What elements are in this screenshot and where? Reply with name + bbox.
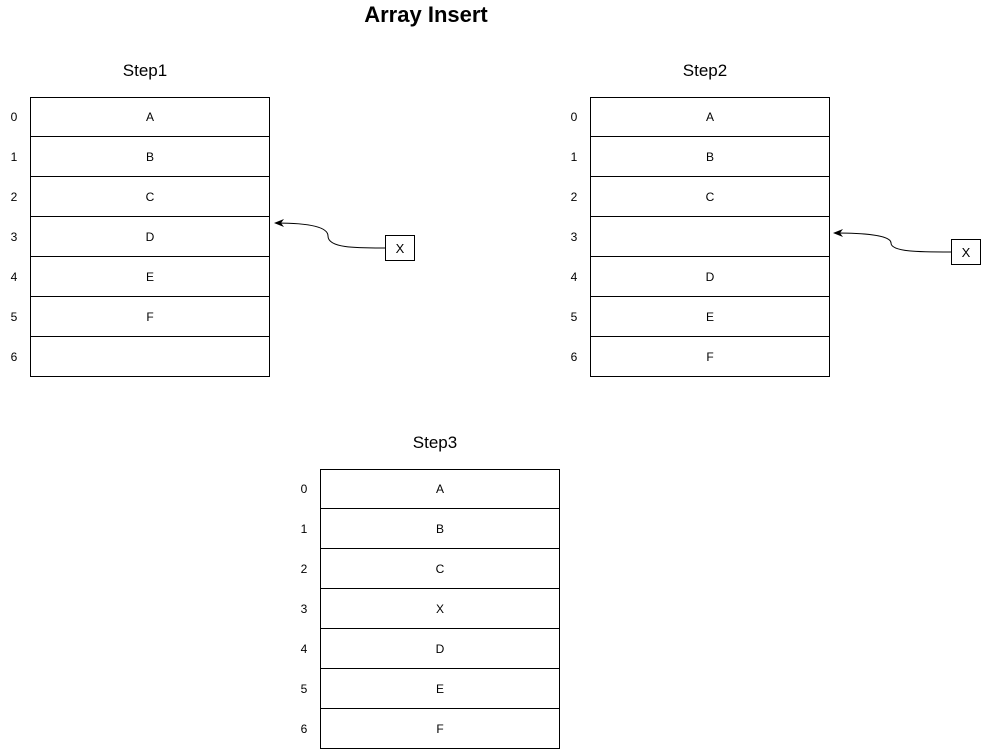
cell-value: B: [435, 521, 444, 536]
insert-value-box: X: [385, 235, 415, 261]
cell-value: C: [435, 561, 445, 576]
index-label: 0: [300, 482, 308, 496]
array-cell: 6: [11, 337, 270, 377]
step1-insert-arrow: [274, 219, 386, 249]
step1-label: Step1: [122, 61, 168, 80]
step2-label: Step2: [682, 61, 728, 80]
cell-value: C: [145, 189, 155, 204]
insert-value-box: X: [951, 239, 981, 265]
index-label: 1: [10, 149, 18, 164]
cell-value: E: [435, 681, 444, 696]
step2-insert-arrow: [833, 229, 952, 253]
cell-value: B: [145, 149, 154, 164]
cell-value: F: [146, 309, 154, 324]
cell-value: E: [145, 269, 154, 284]
index-label: 6: [300, 721, 308, 736]
index-label: 3: [300, 601, 308, 616]
array-cell: 3: [571, 217, 830, 257]
diagram-title: Array Insert: [364, 2, 488, 27]
cell-value: D: [705, 269, 715, 284]
cell-value: C: [705, 189, 715, 204]
index-label: 4: [570, 269, 578, 284]
index-label: 1: [570, 149, 578, 164]
cell-value: F: [706, 349, 714, 364]
cell-value: A: [145, 110, 154, 124]
index-label: 2: [570, 189, 578, 204]
index-label: 2: [10, 189, 18, 204]
step3-label: Step3: [412, 433, 458, 452]
index-label: 2: [300, 561, 308, 576]
index-label: 1: [300, 521, 308, 536]
index-label: 5: [10, 309, 18, 324]
index-label: 3: [10, 229, 18, 244]
cell-value: A: [435, 482, 444, 496]
index-label: 0: [570, 110, 578, 124]
index-label: 5: [300, 681, 308, 696]
index-label: 5: [570, 309, 578, 324]
index-label: 3: [570, 229, 578, 244]
index-label: 4: [300, 641, 308, 656]
cell-value: A: [705, 110, 714, 124]
cell-value: E: [705, 309, 714, 324]
cell-value: F: [436, 721, 444, 736]
cell-value: B: [705, 149, 714, 164]
index-label: 6: [10, 349, 18, 364]
cell-value: D: [145, 229, 155, 244]
cell-value: D: [435, 641, 445, 656]
index-label: 6: [570, 349, 578, 364]
index-label: 4: [10, 269, 18, 284]
index-label: 0: [10, 110, 18, 124]
cell-value: X: [435, 601, 444, 616]
